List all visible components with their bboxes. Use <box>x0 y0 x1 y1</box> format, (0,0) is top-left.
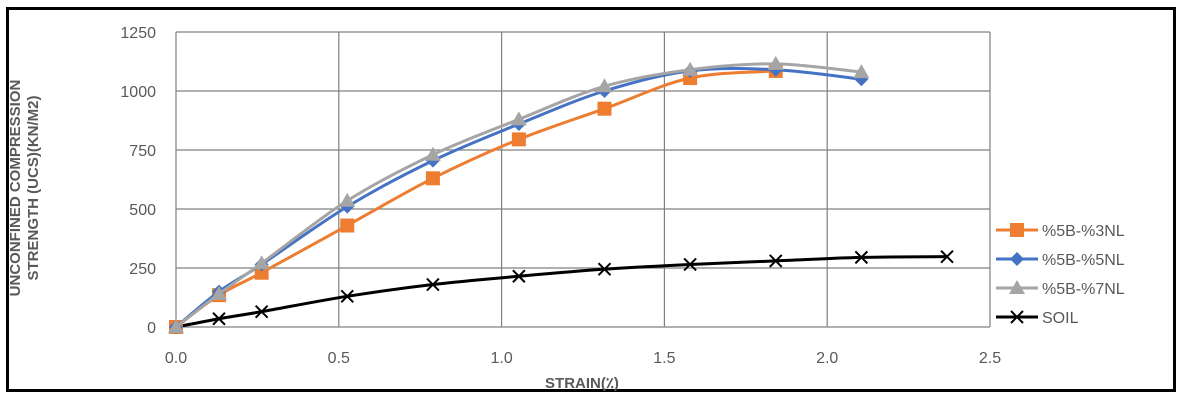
x-axis-ticks: 0.0 0.5 1.0 1.5 2.0 2.5 <box>165 350 1001 367</box>
legend-item: %5B-%3NL <box>996 223 1125 240</box>
x-tick-label: 2.5 <box>979 350 1001 367</box>
data-point <box>682 61 699 76</box>
legend-marker <box>1010 223 1024 237</box>
data-point <box>340 289 354 304</box>
data-point <box>510 111 527 126</box>
legend-marker <box>1010 252 1024 266</box>
data-point <box>511 132 526 147</box>
x-tick-label: 0.0 <box>165 350 187 367</box>
x-tick-label: 1.0 <box>490 350 512 367</box>
y-tick-label: 0 <box>147 320 156 337</box>
y-tick-label: 1250 <box>120 25 156 42</box>
data-point <box>426 277 440 292</box>
data-point <box>210 285 227 300</box>
series-soil <box>169 249 954 334</box>
data-point <box>940 249 954 264</box>
legend-label: %5B-%7NL <box>1042 281 1125 298</box>
series-line <box>175 69 776 329</box>
y-axis-title-line-1: UNCONFINED COMPRESSION <box>7 80 24 297</box>
data-point <box>853 64 870 79</box>
y-tick-label: 1000 <box>120 84 156 101</box>
legend: %5B-%3NL %5B-%5NL %5B-%7NL SOIL <box>996 223 1125 327</box>
legend-label: %5B-%3NL <box>1042 223 1125 240</box>
y-tick-label: 500 <box>129 202 156 219</box>
data-point <box>854 250 869 265</box>
legend-marker <box>1009 280 1025 294</box>
legend-label: SOIL <box>1042 310 1079 327</box>
data-point <box>339 192 356 207</box>
legend-label: %5B-%5NL <box>1042 252 1125 269</box>
chart-frame <box>6 7 1176 392</box>
y-tick-label: 750 <box>129 143 156 160</box>
plot-grid <box>175 31 991 328</box>
data-point <box>212 312 226 326</box>
series-line <box>175 62 862 329</box>
data-point <box>425 171 440 186</box>
y-tick-label: 250 <box>129 261 156 278</box>
y-axis-ticks: 0 250 500 750 1000 1250 <box>120 25 156 337</box>
x-axis-title: STRAIN(٪) <box>545 375 619 392</box>
data-point <box>597 101 612 116</box>
data-point <box>767 55 784 70</box>
data-point <box>254 304 269 319</box>
legend-item: %5B-%7NL <box>996 280 1125 298</box>
legend-item: %5B-%5NL <box>996 252 1125 269</box>
legend-marker <box>1010 310 1024 324</box>
data-point <box>424 146 441 161</box>
data-point <box>340 218 355 233</box>
data-point <box>597 262 612 276</box>
y-axis-title-line-2: STRENGTH (UCS)(KN/M2) <box>25 96 42 281</box>
data-point <box>769 254 783 268</box>
series-5b-3nl <box>169 63 783 334</box>
data-point <box>683 257 697 272</box>
series-line <box>175 255 948 329</box>
x-tick-label: 2.0 <box>816 350 838 367</box>
data-point <box>253 255 270 270</box>
series-layer <box>168 55 954 334</box>
series-5b-5nl <box>169 62 869 334</box>
legend-item: SOIL <box>996 310 1079 327</box>
data-point <box>596 78 613 93</box>
series-5b-7nl <box>168 55 870 333</box>
x-tick-label: 1.5 <box>653 350 675 367</box>
data-point <box>168 319 184 333</box>
series-line <box>175 67 862 329</box>
data-point <box>512 269 526 283</box>
x-tick-label: 0.5 <box>328 350 350 367</box>
y-axis-title: UNCONFINED COMPRESSION STRENGTH (UCS)(KN… <box>7 80 42 297</box>
